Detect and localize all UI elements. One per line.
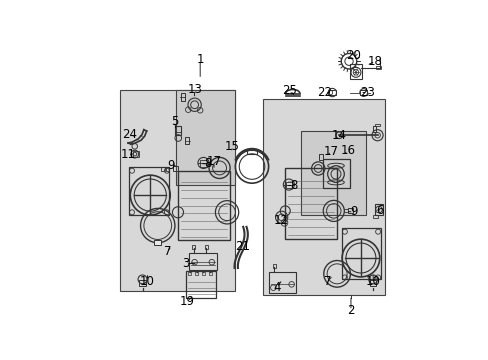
Text: 6: 6	[376, 203, 383, 217]
Bar	[328, 90, 335, 95]
Text: 21: 21	[235, 240, 250, 253]
Bar	[139, 280, 145, 286]
Bar	[189, 253, 217, 270]
Text: 10: 10	[140, 275, 155, 288]
Bar	[375, 66, 381, 69]
Bar	[185, 138, 189, 144]
Text: 12: 12	[274, 213, 288, 226]
Text: 14: 14	[331, 129, 346, 142]
Bar	[120, 90, 235, 291]
Text: 8: 8	[289, 179, 297, 192]
Bar	[272, 264, 275, 268]
Text: 20: 20	[346, 49, 361, 62]
Bar	[175, 90, 235, 185]
Bar	[369, 280, 376, 286]
Bar	[204, 245, 207, 249]
Bar	[347, 208, 352, 213]
Bar	[181, 93, 184, 102]
Bar	[372, 215, 377, 218]
Text: 11: 11	[121, 148, 135, 161]
Bar	[323, 159, 349, 188]
Bar	[359, 90, 366, 95]
Bar	[374, 123, 379, 126]
Bar	[195, 272, 198, 275]
Bar	[200, 160, 206, 167]
Bar	[300, 131, 365, 215]
Text: 7: 7	[163, 245, 171, 258]
Text: 4: 4	[273, 281, 280, 294]
Bar	[133, 151, 139, 157]
Text: 16: 16	[340, 144, 355, 157]
Bar	[247, 150, 256, 154]
Text: 23: 23	[360, 86, 374, 99]
Bar	[161, 167, 164, 171]
Text: 7: 7	[323, 275, 331, 288]
Bar	[154, 240, 161, 245]
Bar	[188, 272, 191, 275]
Bar	[186, 270, 216, 298]
Bar	[263, 99, 384, 296]
Text: 15: 15	[224, 140, 239, 153]
Bar	[285, 181, 292, 188]
Bar	[192, 245, 195, 249]
Text: 2: 2	[346, 304, 354, 317]
Bar	[374, 204, 382, 215]
Text: 19: 19	[180, 295, 195, 308]
Text: 18: 18	[367, 55, 382, 68]
Bar	[319, 153, 322, 159]
Bar	[173, 166, 178, 171]
Bar	[208, 272, 211, 275]
Bar	[349, 64, 362, 79]
Bar	[344, 209, 347, 212]
Bar	[178, 171, 230, 240]
Bar	[129, 167, 169, 215]
Text: 17: 17	[206, 156, 221, 168]
Text: 1: 1	[196, 53, 203, 66]
Text: 3: 3	[182, 257, 190, 270]
Text: 17: 17	[324, 145, 338, 158]
Text: 5: 5	[170, 115, 178, 128]
Text: 8: 8	[203, 157, 211, 170]
Text: 13: 13	[187, 83, 202, 96]
Text: 24: 24	[122, 128, 137, 141]
Text: 10: 10	[365, 275, 380, 288]
Text: 9: 9	[349, 205, 357, 218]
Text: 22: 22	[317, 86, 332, 99]
Bar	[285, 168, 337, 239]
Bar	[202, 272, 204, 275]
Text: 9: 9	[167, 159, 174, 172]
Bar	[175, 126, 181, 135]
Bar	[342, 228, 381, 279]
Bar	[269, 272, 295, 293]
Bar	[166, 167, 169, 171]
Text: 25: 25	[282, 84, 297, 97]
Bar	[372, 126, 375, 132]
